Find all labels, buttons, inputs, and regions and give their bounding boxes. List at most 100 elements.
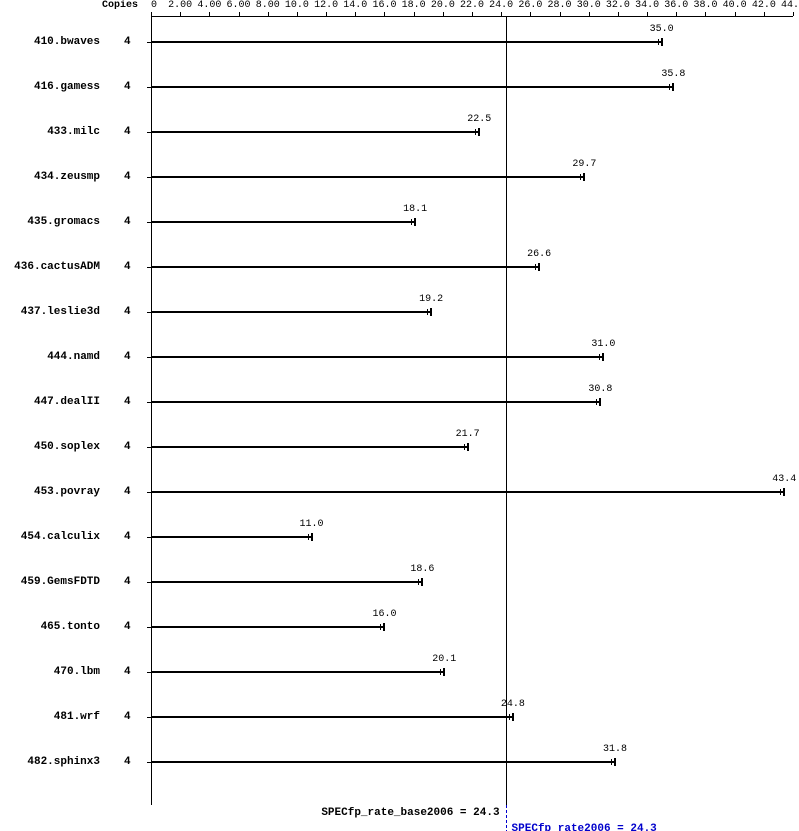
- x-tick-label: 30.0: [577, 0, 601, 11]
- x-tick: [472, 12, 473, 16]
- x-tick-label: 2.00: [168, 0, 192, 11]
- benchmark-bar: [151, 491, 784, 493]
- bar-value-label: 19.2: [419, 294, 443, 305]
- bar-endcap: [430, 308, 432, 316]
- x-tick-label: 12.0: [314, 0, 338, 11]
- benchmark-name: 465.tonto: [0, 621, 100, 633]
- copies-value: 4: [124, 81, 131, 93]
- benchmark-bar: [151, 131, 479, 133]
- x-tick: [180, 12, 181, 16]
- x-tick: [793, 12, 794, 16]
- bar-value-label: 22.5: [467, 114, 491, 125]
- bar-value-label: 31.8: [603, 744, 627, 755]
- x-tick: [589, 12, 590, 16]
- benchmark-bar: [151, 671, 444, 673]
- bar-endcap-minor: [427, 309, 428, 315]
- copies-value: 4: [124, 756, 131, 768]
- benchmark-name: 444.namd: [0, 351, 100, 363]
- x-tick: [705, 12, 706, 16]
- reference-line: [506, 16, 507, 805]
- x-tick-label: 26.0: [518, 0, 542, 11]
- bar-endcap-minor: [780, 489, 781, 495]
- benchmark-bar: [151, 311, 431, 313]
- x-tick: [501, 12, 502, 16]
- x-tick-label: 20.0: [431, 0, 455, 11]
- benchmark-name: 470.lbm: [0, 666, 100, 678]
- x-tick-label: 32.0: [606, 0, 630, 11]
- x-tick-label: 42.0: [752, 0, 776, 11]
- benchmark-bar: [151, 581, 422, 583]
- x-tick-label: 10.0: [285, 0, 309, 11]
- x-tick: [355, 12, 356, 16]
- bar-endcap: [538, 263, 540, 271]
- bar-value-label: 29.7: [572, 159, 596, 170]
- x-tick-label: 36.0: [664, 0, 688, 11]
- copies-value: 4: [124, 621, 131, 633]
- benchmark-name: 453.povray: [0, 486, 100, 498]
- copies-value: 4: [124, 261, 131, 273]
- x-tick: [209, 12, 210, 16]
- bar-endcap: [614, 758, 616, 766]
- x-tick-label: 22.0: [460, 0, 484, 11]
- x-tick: [443, 12, 444, 16]
- benchmark-name: 447.dealII: [0, 396, 100, 408]
- x-tick: [560, 12, 561, 16]
- benchmark-name: 416.gamess: [0, 81, 100, 93]
- bar-endcap-minor: [580, 174, 581, 180]
- copies-value: 4: [124, 306, 131, 318]
- benchmark-bar: [151, 266, 539, 268]
- bar-endcap: [661, 38, 663, 46]
- copies-header: Copies: [102, 0, 138, 11]
- bar-endcap: [783, 488, 785, 496]
- copies-value: 4: [124, 441, 131, 453]
- x-tick: [326, 12, 327, 16]
- copies-value: 4: [124, 126, 131, 138]
- bar-endcap: [467, 443, 469, 451]
- copies-value: 4: [124, 576, 131, 588]
- benchmark-name: 434.zeusmp: [0, 171, 100, 183]
- bar-endcap: [602, 353, 604, 361]
- bar-value-label: 16.0: [372, 609, 396, 620]
- benchmark-bar: [151, 761, 615, 763]
- x-tick: [647, 12, 648, 16]
- benchmark-name: 433.milc: [0, 126, 100, 138]
- benchmark-name: 435.gromacs: [0, 216, 100, 228]
- x-tick-label: 8.00: [256, 0, 280, 11]
- x-tick-label: 40.0: [723, 0, 747, 11]
- bar-endcap-minor: [535, 264, 536, 270]
- x-tick: [151, 12, 152, 16]
- footer-base-label: SPECfp_rate_base2006 = 24.3: [0, 807, 500, 819]
- bar-endcap-minor: [611, 759, 612, 765]
- bar-endcap: [311, 533, 313, 541]
- x-tick-label: 38.0: [693, 0, 717, 11]
- copies-value: 4: [124, 351, 131, 363]
- x-tick-label: 18.0: [402, 0, 426, 11]
- x-tick: [530, 12, 531, 16]
- benchmark-chart: 02.004.006.008.0010.012.014.016.018.020.…: [0, 0, 799, 831]
- bar-endcap: [478, 128, 480, 136]
- bar-value-label: 30.8: [588, 384, 612, 395]
- bar-endcap: [583, 173, 585, 181]
- bar-endcap: [414, 218, 416, 226]
- x-tick: [384, 12, 385, 16]
- benchmark-name: 454.calculix: [0, 531, 100, 543]
- x-tick: [676, 12, 677, 16]
- bar-endcap-minor: [308, 534, 309, 540]
- bar-endcap-minor: [599, 354, 600, 360]
- benchmark-bar: [151, 626, 384, 628]
- benchmark-bar: [151, 446, 468, 448]
- benchmark-name: 450.soplex: [0, 441, 100, 453]
- bar-endcap-minor: [418, 579, 419, 585]
- bar-endcap: [421, 578, 423, 586]
- benchmark-bar: [151, 86, 673, 88]
- x-axis: [151, 16, 793, 17]
- copies-value: 4: [124, 396, 131, 408]
- x-tick: [239, 12, 240, 16]
- copies-value: 4: [124, 486, 131, 498]
- bar-endcap: [599, 398, 601, 406]
- benchmark-name: 459.GemsFDTD: [0, 576, 100, 588]
- reference-line-dashed: [506, 805, 507, 831]
- benchmark-bar: [151, 176, 584, 178]
- x-tick-label: 28.0: [548, 0, 572, 11]
- bar-value-label: 43.4: [772, 474, 796, 485]
